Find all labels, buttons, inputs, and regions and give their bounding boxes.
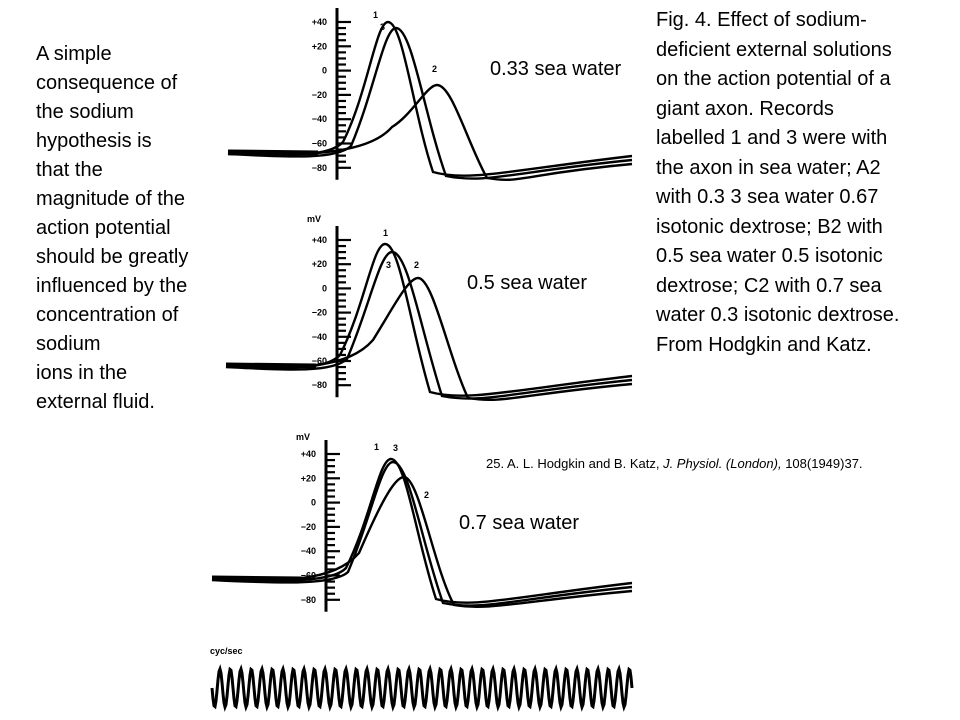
caption-line: From Hodgkin and Katz. bbox=[656, 333, 872, 356]
caption-line: 0.5 sea water 0.5 isotonic bbox=[656, 245, 883, 267]
trace-number-label: 1 bbox=[374, 442, 379, 452]
left-line: A simple bbox=[36, 43, 112, 65]
record-panel-b: +40 +20 0 −20 −40 −60 −80 mV 1 3 2 bbox=[225, 214, 633, 401]
trace-3 bbox=[227, 26, 633, 180]
axis-tick-label: 0 bbox=[322, 283, 327, 293]
trace-number-label: 3 bbox=[380, 22, 385, 32]
trace-number-label: 3 bbox=[393, 443, 398, 453]
trace-number-label: 2 bbox=[414, 260, 419, 270]
axis-tick-label: −80 bbox=[312, 163, 327, 173]
trace-number-label: 1 bbox=[373, 10, 378, 20]
axis-tick-label: −80 bbox=[312, 380, 327, 390]
axis-tick-label: 0 bbox=[322, 66, 327, 76]
left-line: influenced by the bbox=[36, 275, 188, 297]
condition-label-b: 0.5 sea water bbox=[467, 272, 588, 294]
reference: 25. A. L. Hodgkin and B. Katz, J. Physio… bbox=[486, 456, 863, 471]
caption-line: deficient external solutions bbox=[656, 38, 892, 61]
caption-line: dextrose; C2 with 0.7 sea bbox=[656, 274, 882, 297]
axis-tick-label: +20 bbox=[312, 259, 327, 269]
axis-tick-label: −20 bbox=[301, 522, 316, 532]
trace-2 bbox=[225, 276, 633, 401]
trace-number-label: 1 bbox=[383, 228, 388, 238]
left-line: should be greatly bbox=[36, 246, 189, 268]
axis-tick-label: +20 bbox=[312, 41, 327, 51]
trace-number-label: 2 bbox=[424, 490, 429, 500]
condition-label-a: 0.33 sea water bbox=[490, 58, 622, 80]
caption-line: giant axon. Records bbox=[656, 97, 834, 120]
axis-unit-label: mV bbox=[307, 214, 321, 224]
axis-tick-label: −20 bbox=[312, 90, 327, 100]
left-line: external fluid. bbox=[36, 391, 155, 413]
axis-tick-label: −40 bbox=[312, 114, 327, 124]
left-line: consequence of bbox=[36, 72, 178, 94]
left-line: action potential bbox=[36, 217, 171, 239]
axis-tick-label: +40 bbox=[312, 17, 327, 27]
caption-line: labelled 1 and 3 were with bbox=[656, 127, 888, 149]
trace-2 bbox=[211, 475, 633, 609]
axis-tick-label: −20 bbox=[312, 308, 327, 318]
trace-2 bbox=[227, 83, 633, 181]
axis-tick-label: −60 bbox=[301, 571, 316, 581]
trace-number-label: 3 bbox=[386, 260, 391, 270]
figure-caption: Fig. 4. Effect of sodium- deficient exte… bbox=[656, 6, 956, 360]
trace-number-label: 2 bbox=[432, 64, 437, 74]
record-panel-a: +40 +20 0 −20 −40 −60 −80 13 2 bbox=[227, 8, 633, 181]
left-line: that the bbox=[36, 159, 103, 181]
time-scale-label: cyc/sec bbox=[210, 646, 243, 656]
caption-line: isotonic dextrose; B2 with bbox=[656, 215, 883, 238]
trace-3 bbox=[211, 460, 633, 607]
axis-unit-label: mV bbox=[296, 432, 310, 442]
left-paragraph: A simple consequence of the sodium hypot… bbox=[36, 40, 226, 417]
reference-details: 108(1949)37. bbox=[781, 456, 863, 471]
record-panel-c: +40 +20 0 −20 −40 −60 −80 mV 1 3 2 bbox=[211, 432, 633, 612]
trace-1 bbox=[211, 457, 633, 604]
left-line: the sodium bbox=[36, 101, 134, 123]
trace-1 bbox=[225, 242, 633, 397]
axis-tick-label: −40 bbox=[301, 546, 316, 556]
time-marker-wave bbox=[210, 664, 634, 712]
axis-tick-label: +40 bbox=[301, 449, 316, 459]
axis-tick-label: −80 bbox=[301, 595, 316, 605]
axis-tick-label: +20 bbox=[301, 473, 316, 483]
axis-tick-label: −40 bbox=[312, 332, 327, 342]
axis-tick-label: −60 bbox=[312, 139, 327, 149]
left-line: concentration of bbox=[36, 304, 179, 326]
caption-line: the axon in sea water; A2 bbox=[656, 156, 881, 179]
axis-tick-label: 0 bbox=[311, 498, 316, 508]
trace-3 bbox=[225, 250, 633, 400]
left-line: ions in the bbox=[36, 362, 128, 384]
caption-line: with 0.3 3 sea water 0.67 bbox=[656, 186, 879, 208]
caption-line: on the action potential of a bbox=[656, 68, 891, 90]
condition-label-c: 0.7 sea water bbox=[459, 512, 580, 534]
caption-line: Fig. 4. Effect of sodium- bbox=[656, 9, 867, 31]
axis-tick-label: +40 bbox=[312, 235, 327, 245]
left-line: magnitude of the bbox=[36, 188, 185, 210]
left-line: sodium bbox=[36, 333, 101, 355]
baseline-trace bbox=[227, 149, 319, 156]
reference-journal: J. Physiol. (London), bbox=[663, 456, 782, 471]
trace-1 bbox=[227, 20, 633, 177]
reference-authors: 25. A. L. Hodgkin and B. Katz, bbox=[486, 456, 664, 471]
left-line: hypothesis is bbox=[36, 130, 152, 152]
baseline-trace bbox=[211, 575, 303, 582]
caption-line: water 0.3 isotonic dextrose. bbox=[656, 304, 900, 326]
axis-tick-label: −60 bbox=[312, 356, 327, 366]
baseline-trace bbox=[225, 362, 317, 369]
